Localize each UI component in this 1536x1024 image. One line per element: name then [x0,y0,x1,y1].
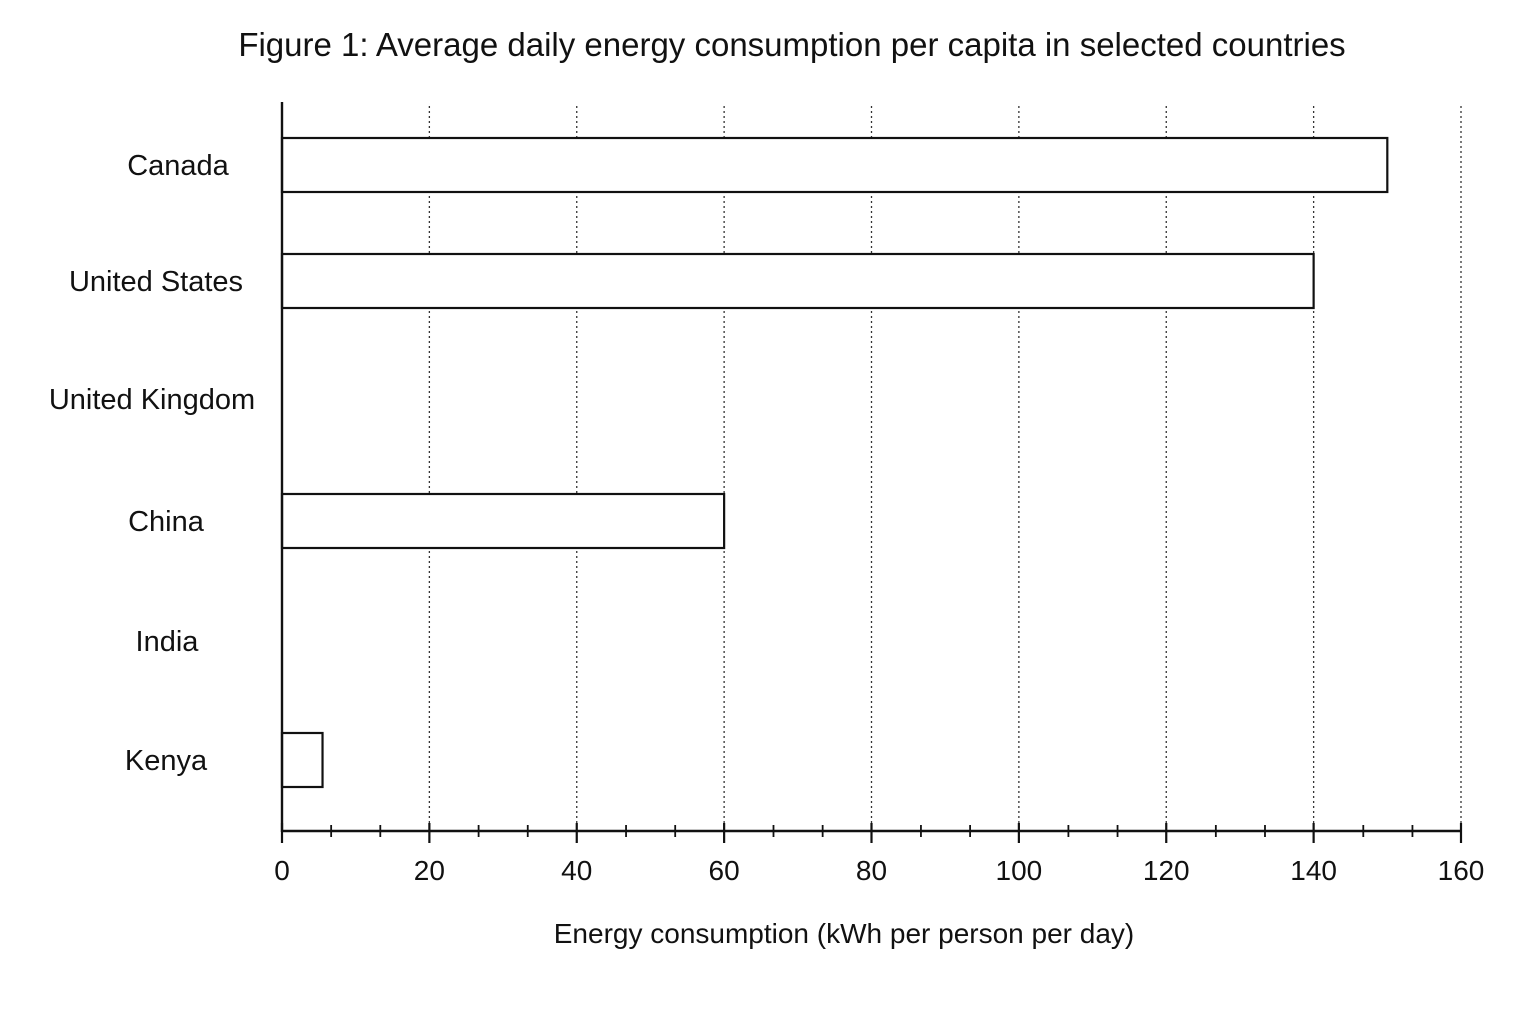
category-label-china: China [128,506,205,538]
tick-label-160: 160 [1438,855,1485,886]
bar-canada [280,136,1389,194]
tick-labels: 0 20 40 60 80 100 120 140 160 [274,855,1484,886]
x-axis-title: Energy consumption (kWh per person per d… [554,918,1135,949]
tick-label-140: 140 [1290,855,1337,886]
bars [280,136,1389,789]
bar-china [280,492,726,550]
tick-label-20: 20 [414,855,445,886]
tick-label-80: 80 [856,855,887,886]
chart-title: Figure 1: Average daily energy consumpti… [238,26,1345,63]
bar-united-states [280,252,1315,310]
tick-label-40: 40 [561,855,592,886]
tick-label-120: 120 [1143,855,1190,886]
tick-label-0: 0 [274,855,290,886]
category-labels: Canada United States United Kingdom China In… [49,150,255,777]
bar-kenya [280,731,324,789]
gridlines [428,106,1462,831]
category-label-united-states: United States [69,266,243,298]
axes [280,102,1463,843]
tick-label-100: 100 [996,855,1043,886]
category-label-india: India [136,626,200,658]
category-label-united-kingdom: United Kingdom [49,384,255,416]
category-label-kenya: Kenya [125,745,208,777]
tick-label-60: 60 [709,855,740,886]
category-label-canada: Canada [127,150,229,182]
